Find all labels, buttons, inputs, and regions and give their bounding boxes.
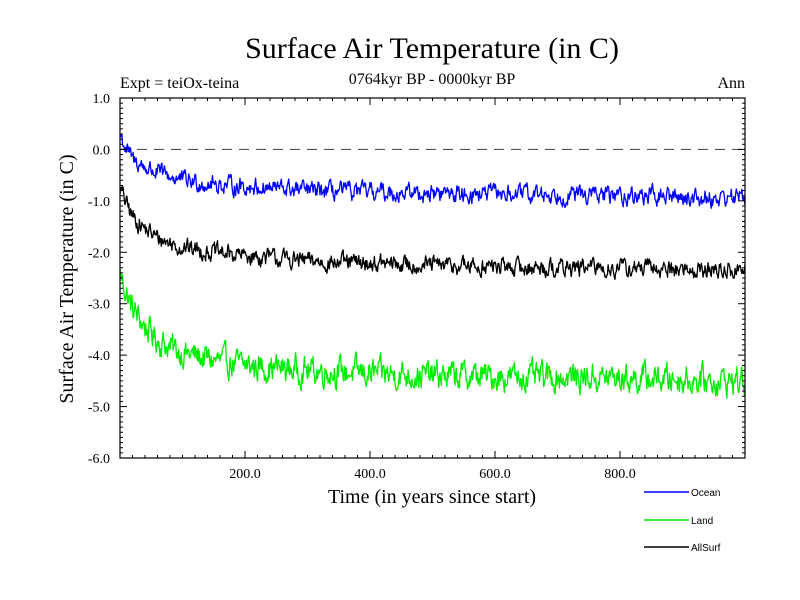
- period-label: Ann: [717, 75, 745, 92]
- plot-frame: [119, 97, 746, 459]
- x-tick-label: 200.0: [229, 467, 261, 482]
- x-tick-label: 600.0: [479, 467, 511, 482]
- x-tick-label: 800.0: [604, 467, 636, 482]
- y-tick-label: -6.0: [88, 452, 110, 467]
- y-tick-label: -2.0: [88, 246, 110, 261]
- chart-title: Surface Air Temperature (in C): [245, 32, 619, 65]
- series-line-allsurf: [119, 185, 746, 280]
- y-tick-label: 0.0: [93, 143, 111, 158]
- y-tick-label: -5.0: [88, 401, 110, 416]
- series-line-ocean: [119, 134, 746, 209]
- series-line-land: [119, 267, 746, 399]
- y-axis-label: Surface Air Temperature (in C): [56, 154, 78, 403]
- y-tick-label: -1.0: [88, 195, 110, 210]
- y-tick-label: -3.0: [88, 298, 110, 313]
- experiment-label: Expt = teiOx-teina: [120, 75, 239, 92]
- legend-label-ocean: Ocean: [691, 488, 720, 499]
- y-tick-label: 1.0: [93, 92, 111, 107]
- x-tick-label: 400.0: [354, 467, 386, 482]
- chart-subtitle: 0764kyr BP - 0000kyr BP: [349, 71, 516, 88]
- y-tick-label: -4.0: [88, 349, 110, 364]
- legend-label-land: Land: [691, 516, 713, 527]
- x-axis-label: Time (in years since start): [328, 486, 536, 508]
- legend-label-allsurf: AllSurf: [691, 543, 721, 554]
